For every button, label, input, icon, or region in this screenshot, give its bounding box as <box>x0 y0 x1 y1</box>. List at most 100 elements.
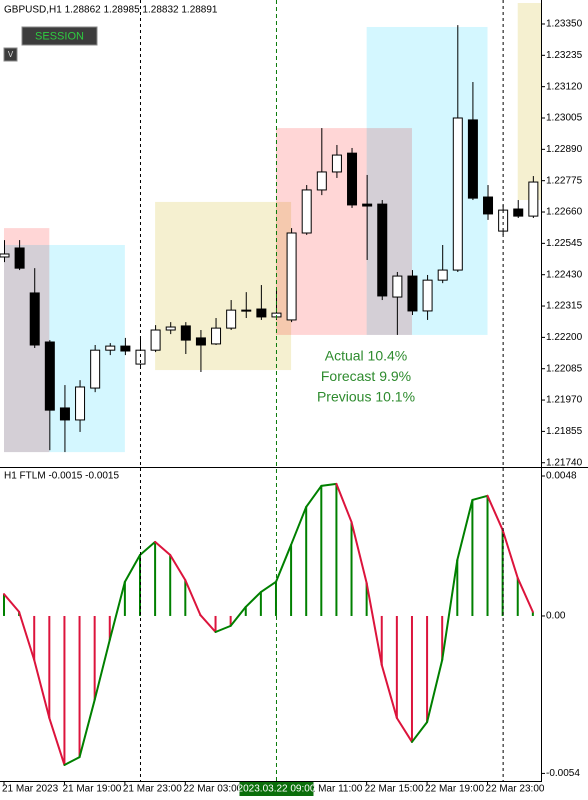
candle-body <box>150 329 161 351</box>
oscillator-line <box>395 717 413 743</box>
y-tick-label: 0.0048 <box>546 471 577 482</box>
oscillator-line <box>63 756 81 766</box>
oscillator-line <box>456 498 474 561</box>
candle-body <box>75 386 86 421</box>
session-button-label[interactable]: SESSION <box>35 30 84 42</box>
oscillator-panel <box>3 482 534 766</box>
candle-body <box>165 326 176 331</box>
x-tick-label: 22 Mar 19:00 <box>425 784 484 795</box>
oscillator-line <box>123 554 141 583</box>
candle-body <box>331 154 342 173</box>
oscillator-line <box>214 624 232 633</box>
candle-body <box>513 208 524 217</box>
oscillator-line <box>305 484 323 508</box>
oscillator-line <box>320 482 338 487</box>
session-box <box>517 2 541 201</box>
y-tick-label: 1.22660 <box>546 207 583 218</box>
oscillator-line <box>365 582 383 666</box>
candle-body <box>59 407 70 421</box>
news-annotation: Previous 10.1% <box>317 389 415 405</box>
candle-body <box>528 181 539 217</box>
y-tick-label: 1.22430 <box>546 269 583 280</box>
oscillator-line <box>199 614 217 633</box>
oscillator-line <box>3 593 21 613</box>
v-button-label[interactable]: V <box>8 50 14 59</box>
candle-body <box>241 309 252 312</box>
candle-body <box>422 279 433 312</box>
candle-body <box>29 292 40 346</box>
y-tick-label: -0.0054 <box>546 768 580 779</box>
x-tick-label: 22 Mar 03:00 <box>183 784 242 795</box>
crosshair-label: 2023.03.22 09:00 <box>238 784 316 795</box>
candle-body <box>437 269 448 281</box>
candle-body <box>467 119 478 199</box>
oscillator-line <box>184 579 202 617</box>
oscillator-line <box>516 577 534 613</box>
session-button[interactable] <box>21 26 98 46</box>
session-box <box>155 201 292 371</box>
oscillator-line <box>486 494 504 531</box>
x-tick-label: 21 Mar 19:00 <box>62 784 121 795</box>
oscillator-line <box>48 717 66 766</box>
news-annotation: Actual 10.4% <box>325 348 408 364</box>
y-tick-label: 1.22200 <box>546 332 583 343</box>
candle-body <box>347 152 358 206</box>
y-tick-label: 1.22775 <box>546 175 583 186</box>
candle-body <box>256 308 267 318</box>
news-annotation: Forecast 9.9% <box>321 368 411 384</box>
x-tick-label: 22 Mar 23:00 <box>486 784 545 795</box>
y-tick-label: 1.23005 <box>546 113 583 124</box>
candle-body <box>226 309 237 329</box>
price-title: GBPUSD,H1 1.28862 1.28985 1.28832 1.2889… <box>4 5 218 16</box>
y-tick-label: 0.00 <box>546 611 566 622</box>
oscillator-line <box>229 605 247 627</box>
oscillator-line <box>244 591 262 608</box>
candle-body <box>211 327 222 345</box>
x-tick-label: 21 Mar 2023 <box>2 784 59 795</box>
x-tick-label: 22 Mar 15:00 <box>365 784 424 795</box>
oscillator-line <box>33 658 51 720</box>
x-tick-label: 21 Mar 23:00 <box>123 784 182 795</box>
y-tick-label: 1.22315 <box>546 301 583 312</box>
candle-body <box>90 349 101 389</box>
oscillator-line <box>426 658 444 724</box>
oscillator-line <box>335 482 353 524</box>
oscillator-line <box>441 558 459 661</box>
candle-body <box>498 209 509 232</box>
candle-body <box>286 232 297 321</box>
candle-body <box>14 247 25 269</box>
oscillator-line <box>78 698 96 759</box>
candle-body <box>407 275 418 312</box>
v-button[interactable] <box>3 47 18 62</box>
oscillator-line <box>108 580 126 641</box>
oscillator-line <box>501 528 519 580</box>
y-tick-label: 1.21970 <box>546 395 583 406</box>
candle-body <box>105 345 116 351</box>
candle-body <box>44 341 55 411</box>
candle-body <box>362 203 373 207</box>
price-panel <box>0 2 541 453</box>
candle-body <box>392 275 403 298</box>
y-tick-label: 1.23120 <box>546 81 583 92</box>
y-tick-label: 1.21855 <box>546 426 583 437</box>
crosshair-label-box <box>239 782 314 796</box>
y-tick-label: 1.22545 <box>546 238 583 249</box>
ui-layer: SESSION V GBPUSD,H1 1.28862 1.28985 1.28… <box>3 5 218 482</box>
y-tick-label: 1.23350 <box>546 19 583 30</box>
y-tick-label: 1.21740 <box>546 457 583 468</box>
oscillator-line <box>169 554 187 582</box>
candle-body <box>377 203 388 297</box>
oscillator-line <box>410 721 429 743</box>
oscillator-line <box>138 540 157 557</box>
oscillator-line <box>471 494 489 501</box>
candle-body <box>195 337 206 346</box>
oscillator-title: H1 FTLM -0.0015 -0.0015 <box>4 471 119 482</box>
oscillator-line <box>18 610 36 661</box>
oscillator-line <box>290 505 308 546</box>
x-tick-label: 22 Mar 11:00 <box>304 784 363 795</box>
candle-body <box>483 196 494 215</box>
y-tick-label: 1.22085 <box>546 363 583 374</box>
oscillator-line <box>154 540 172 557</box>
oscillator-line <box>259 580 277 594</box>
